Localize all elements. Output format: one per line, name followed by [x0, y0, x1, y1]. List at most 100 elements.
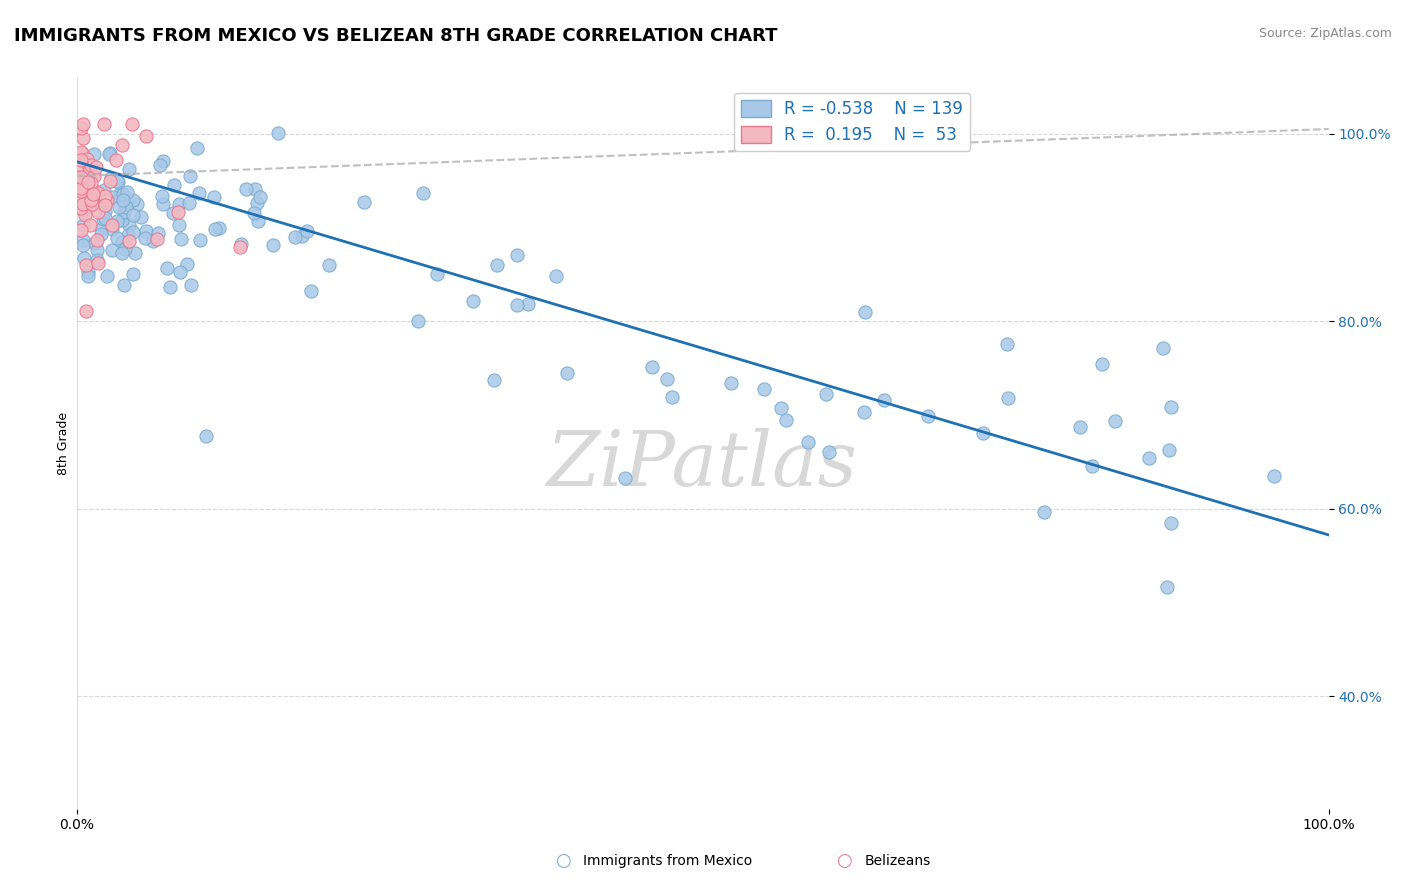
Point — [110, 186, 132, 201]
Point — [641, 360, 664, 375]
Point — [229, 240, 252, 254]
Point — [79, 162, 101, 177]
Point — [243, 182, 266, 196]
Point — [70, 178, 93, 192]
Point — [297, 224, 319, 238]
Point — [149, 157, 172, 171]
Text: Immigrants from Mexico: Immigrants from Mexico — [583, 854, 752, 868]
Point — [80, 166, 103, 180]
Point — [852, 405, 875, 419]
Point — [150, 189, 173, 203]
Point — [70, 181, 93, 195]
Point — [917, 409, 939, 423]
Text: ZiPatlas: ZiPatlas — [547, 428, 858, 502]
Point — [80, 193, 103, 207]
Point — [246, 196, 269, 211]
Point — [94, 211, 117, 225]
Point — [461, 293, 484, 308]
Point — [105, 174, 128, 188]
Point — [83, 184, 105, 198]
Point — [142, 234, 165, 248]
Point — [96, 269, 118, 284]
Point — [122, 208, 145, 222]
Point — [873, 392, 896, 407]
Point — [111, 213, 134, 227]
Point — [114, 205, 136, 219]
Point — [82, 197, 104, 211]
Point — [108, 201, 131, 215]
Point — [1160, 400, 1182, 414]
Point — [797, 434, 820, 449]
Point — [118, 219, 141, 233]
Point — [997, 391, 1019, 405]
Point — [1156, 580, 1178, 594]
Point — [70, 153, 93, 167]
Point — [134, 231, 156, 245]
Point — [229, 237, 252, 252]
Point — [1069, 419, 1091, 434]
Point — [70, 176, 93, 190]
Point — [169, 265, 191, 279]
Text: ○: ○ — [554, 852, 571, 870]
Point — [114, 242, 136, 256]
Point — [188, 186, 211, 200]
Point — [284, 230, 307, 244]
Point — [115, 185, 138, 199]
Point — [101, 243, 124, 257]
Point — [1263, 469, 1285, 483]
Point — [1091, 357, 1114, 371]
Point — [482, 373, 505, 387]
Point — [96, 194, 118, 208]
Point — [1033, 505, 1056, 519]
Point — [115, 200, 138, 214]
Point — [82, 186, 104, 201]
Point — [412, 186, 434, 200]
Point — [72, 237, 94, 252]
Point — [167, 219, 190, 233]
Point — [353, 195, 375, 210]
Point — [76, 197, 98, 211]
Point — [505, 298, 527, 312]
Point — [121, 193, 143, 207]
Point — [486, 258, 509, 272]
Point — [853, 305, 876, 319]
Point — [163, 178, 186, 192]
Point — [72, 178, 94, 193]
Point — [262, 238, 284, 252]
Point — [186, 141, 208, 155]
Text: ○: ○ — [835, 852, 852, 870]
Point — [94, 197, 117, 211]
Point — [94, 204, 117, 219]
Point — [72, 186, 94, 200]
Point — [72, 171, 94, 186]
Point — [194, 429, 217, 443]
Point — [770, 401, 793, 415]
Point — [655, 372, 678, 386]
Point — [105, 153, 128, 168]
Point — [86, 253, 108, 268]
Point — [79, 219, 101, 233]
Point — [516, 296, 538, 310]
Point — [72, 233, 94, 247]
Point — [76, 268, 98, 283]
Point — [73, 208, 96, 222]
Point — [817, 444, 839, 458]
Point — [105, 230, 128, 244]
Point — [249, 190, 271, 204]
Point — [146, 226, 169, 240]
Point — [90, 227, 112, 242]
Point — [84, 160, 107, 174]
Point — [135, 224, 157, 238]
Point — [179, 169, 201, 184]
Point — [118, 234, 141, 248]
Point — [162, 206, 184, 220]
Point — [152, 197, 174, 211]
Point — [299, 285, 322, 299]
Point — [112, 193, 135, 207]
Point — [995, 336, 1018, 351]
Point — [94, 193, 117, 207]
Point — [107, 175, 129, 189]
Point — [80, 158, 103, 172]
Y-axis label: 8th Grade: 8th Grade — [58, 411, 70, 475]
Point — [70, 223, 93, 237]
